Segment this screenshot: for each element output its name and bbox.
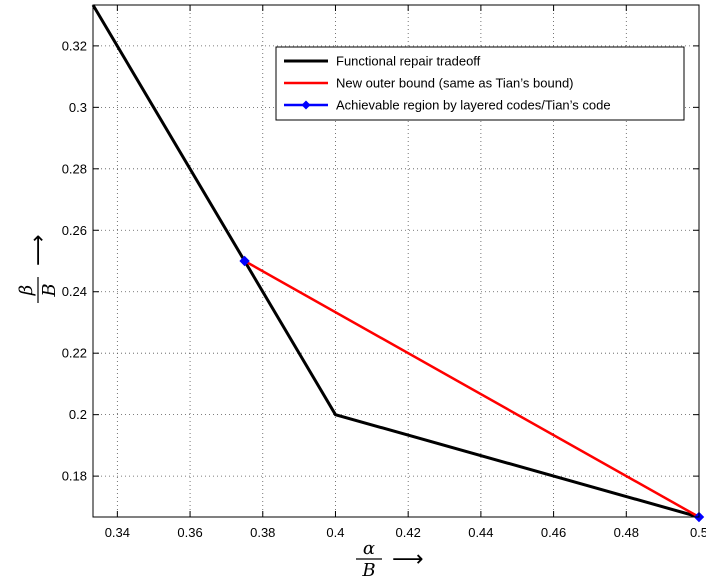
series-line-1 <box>91 4 700 519</box>
tick-layer: 0.34 0.36 0.38 0.4 0.42 0.44 0.46 0.48 0.5 0.18 0.… <box>62 5 706 540</box>
x-label-numerator: α <box>363 538 375 559</box>
y-tick-label: 0.24 <box>62 284 87 299</box>
y-tick-label: 0.28 <box>62 161 87 176</box>
axes-frame <box>92 4 700 518</box>
series-layer <box>91 4 705 523</box>
x-axis-label: α B ⟶ <box>356 538 424 581</box>
y-tick-label: 0.2 <box>69 407 87 422</box>
y-label-arrow: ⟶ <box>26 234 51 266</box>
legend-label-2: New outer bound (same as Tian’s bound) <box>336 76 574 91</box>
grid <box>93 5 700 517</box>
x-tick-label: 0.34 <box>105 525 130 540</box>
legend-label-1: Functional repair tradeoff <box>336 54 481 69</box>
x-tick-label: 0.5 <box>690 525 706 540</box>
x-tick-label: 0.42 <box>396 525 421 540</box>
x-label-arrow: ⟶ <box>392 547 424 572</box>
series-line-2 <box>243 259 700 519</box>
x-tick-label: 0.38 <box>250 525 275 540</box>
legend: Functional repair tradeoff New outer boun… <box>275 46 685 121</box>
x-tick-label: 0.44 <box>468 525 493 540</box>
legend-label-3: Achievable region by layered codes/Tian’… <box>336 98 611 113</box>
x-tick-label: 0.36 <box>177 525 202 540</box>
x-label-denominator: B <box>361 560 375 581</box>
y-tick-label: 0.22 <box>62 346 87 361</box>
y-label-denominator: B <box>39 283 60 297</box>
x-tick-label: 0.48 <box>614 525 639 540</box>
x-tick-label: 0.4 <box>326 525 344 540</box>
y-tick-label: 0.32 <box>62 38 87 53</box>
y-axis-label: β B ⟶ <box>16 234 60 303</box>
y-tick-label: 0.18 <box>62 469 87 484</box>
series-marker-3 <box>239 255 250 267</box>
legend-box <box>275 46 685 121</box>
y-tick-label: 0.26 <box>62 223 87 238</box>
x-tick-label: 0.46 <box>541 525 566 540</box>
legend-marker-3 <box>301 100 311 110</box>
y-tick-label: 0.3 <box>69 100 87 115</box>
y-label-numerator: β <box>16 285 37 296</box>
